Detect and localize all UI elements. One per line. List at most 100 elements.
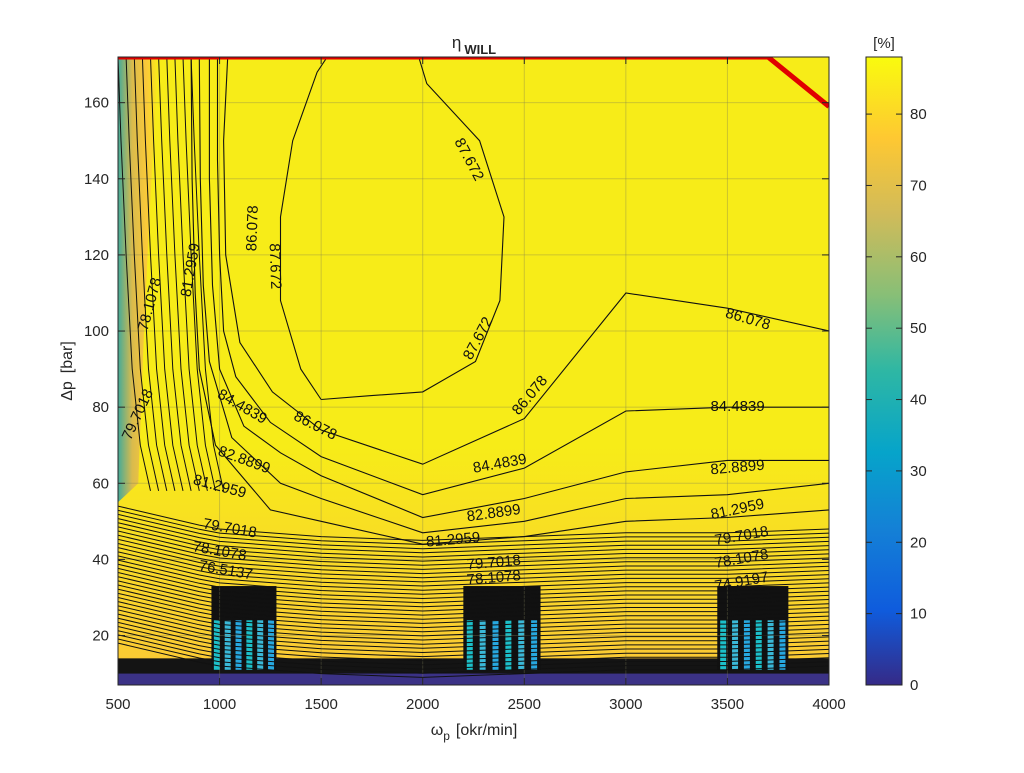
colorbar-tick-label-0: 0 bbox=[910, 677, 918, 694]
measurement-cluster-1-bar-4 bbox=[246, 620, 253, 670]
low-speed-fill bbox=[118, 57, 159, 503]
left-contour-7 bbox=[166, 57, 200, 492]
contour-line-4 bbox=[216, 57, 829, 496]
contour-label-2: 87.672 bbox=[266, 243, 285, 289]
x-tick-label-3000: 3000 bbox=[609, 696, 642, 713]
dense-contour-24 bbox=[118, 601, 829, 637]
colorbar-tick-label-70: 70 bbox=[910, 177, 927, 194]
measurement-cluster-2-bar-6 bbox=[531, 620, 538, 670]
dense-contour-3 bbox=[118, 513, 829, 550]
colorbar-label: [%] bbox=[873, 35, 895, 52]
left-contour-1 bbox=[118, 57, 151, 492]
dense-contour-29 bbox=[118, 621, 829, 658]
x-tick-label-1000: 1000 bbox=[203, 696, 236, 713]
dense-contour-21 bbox=[118, 588, 829, 624]
dense-contour-8 bbox=[118, 534, 829, 570]
colorbar-tick-label-20: 20 bbox=[910, 534, 927, 551]
plot-frame bbox=[117, 56, 830, 686]
dense-contour-15 bbox=[118, 563, 829, 600]
zero-efficiency-band bbox=[118, 673, 829, 685]
dense-contour-13 bbox=[118, 555, 829, 591]
dense-contour-6 bbox=[118, 526, 829, 562]
measurement-cluster-3-bar-3 bbox=[743, 620, 750, 670]
dense-contour-2 bbox=[118, 509, 829, 546]
contour-lines bbox=[118, 57, 829, 678]
colorbar-tick-label-50: 50 bbox=[910, 320, 927, 337]
colorbar-tick-label-10: 10 bbox=[910, 606, 927, 623]
measurement-cluster-2-bar-1 bbox=[466, 620, 473, 670]
colorbar: [%] 0 10 20 30 40 50 60 70 80 bbox=[865, 35, 927, 694]
y-tick-label-140: 140 bbox=[84, 171, 109, 188]
contour-label-21: 78.1078 bbox=[466, 567, 522, 589]
contour-line-2 bbox=[321, 57, 505, 401]
measurement-cluster-2-bar-2 bbox=[479, 620, 486, 670]
y-tick-label-120: 120 bbox=[84, 247, 109, 264]
dense-contour-9 bbox=[118, 538, 829, 575]
max-pressure-limit bbox=[118, 57, 829, 109]
max-pressure-limit-line bbox=[118, 57, 829, 109]
x-tick-label-2000: 2000 bbox=[406, 696, 439, 713]
contour-line-1 bbox=[279, 57, 328, 400]
measurement-cluster-3-bar-6 bbox=[779, 620, 786, 670]
left-contour-4 bbox=[141, 57, 176, 492]
dense-contour-26 bbox=[118, 609, 829, 645]
dense-contour-4 bbox=[118, 518, 829, 554]
measurement-cluster-2-bar-3 bbox=[492, 620, 499, 670]
contour-label-15: 81.2959 bbox=[425, 529, 481, 551]
dense-contour-32 bbox=[118, 634, 829, 670]
contour-label-18: 79.7018 bbox=[466, 552, 522, 574]
measurement-cluster-1-bar-2 bbox=[224, 620, 231, 670]
contour-line-7 bbox=[190, 57, 829, 545]
dense-contour-10 bbox=[118, 543, 829, 579]
y-tick-label-100: 100 bbox=[84, 323, 109, 340]
dense-contour-25 bbox=[118, 605, 829, 641]
measurement-cluster-1-bar-3 bbox=[235, 620, 242, 670]
dense-contour-31 bbox=[118, 630, 829, 666]
dense-contour-5 bbox=[118, 522, 829, 558]
x-tick-label-2500: 2500 bbox=[508, 696, 541, 713]
plot-title: η WILL bbox=[452, 33, 496, 57]
contour-label-13: 82.8899 bbox=[710, 457, 766, 479]
dense-contour-7 bbox=[118, 530, 829, 566]
contour-label-4: 86.078 bbox=[243, 205, 262, 251]
y-tick-label-160: 160 bbox=[84, 95, 109, 112]
measurement-cluster-1-bar-5 bbox=[257, 620, 264, 670]
left-contour-5 bbox=[150, 57, 184, 492]
colorbar-tick-label-30: 30 bbox=[910, 463, 927, 480]
y-tick-label-40: 40 bbox=[92, 551, 109, 568]
measurement-cluster-3-bar-5 bbox=[767, 620, 774, 670]
dense-contour-22 bbox=[118, 592, 829, 629]
x-axis-label: ωp [okr/min] bbox=[431, 722, 518, 743]
y-tick-label-60: 60 bbox=[92, 475, 109, 492]
dense-contour-34 bbox=[118, 642, 829, 678]
y-tick-label-20: 20 bbox=[92, 628, 109, 645]
colorbar-tick-label-60: 60 bbox=[910, 249, 927, 266]
dense-contour-14 bbox=[118, 559, 829, 595]
y-tick-label-80: 80 bbox=[92, 399, 109, 416]
x-tick-label-4000: 4000 bbox=[812, 696, 845, 713]
grid-lines bbox=[118, 57, 829, 685]
left-contour-3 bbox=[133, 57, 168, 492]
colorbar-tick-label-80: 80 bbox=[910, 106, 927, 123]
dense-contour-18 bbox=[118, 576, 829, 612]
x-tick-label-3500: 3500 bbox=[711, 696, 744, 713]
dense-contour-17 bbox=[118, 572, 829, 608]
left-contour-2 bbox=[125, 57, 160, 492]
colorbar-ticks: 0 10 20 30 40 50 60 70 80 bbox=[866, 106, 927, 694]
left-contour-6 bbox=[158, 57, 192, 492]
dense-contour-16 bbox=[118, 567, 829, 604]
colorbar-tick-label-40: 40 bbox=[910, 392, 927, 409]
left-contour-10 bbox=[190, 57, 225, 492]
dense-contour-30 bbox=[118, 626, 829, 662]
contour-line-6 bbox=[198, 57, 829, 534]
x-tick-label-1500: 1500 bbox=[304, 696, 337, 713]
dense-contour-12 bbox=[118, 551, 829, 587]
x-tick-label-500: 500 bbox=[105, 696, 130, 713]
dense-contour-33 bbox=[118, 638, 829, 674]
left-contour-9 bbox=[182, 57, 216, 492]
dense-contour-19 bbox=[118, 580, 829, 616]
dense-contour-11 bbox=[118, 547, 829, 583]
contour-line-5 bbox=[208, 57, 829, 519]
axis-ticks: 500 1000 1500 2000 2500 3000 3500 4000 20 40 60 80 1… bbox=[84, 57, 846, 713]
